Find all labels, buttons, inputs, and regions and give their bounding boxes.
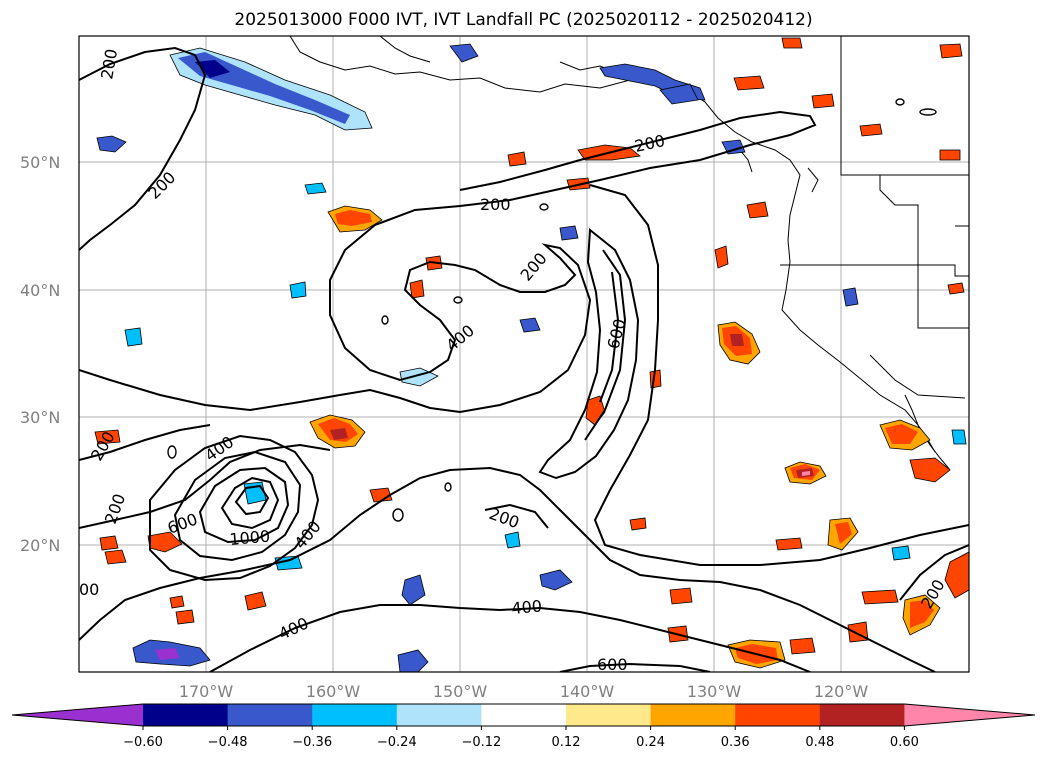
colorbar-tick-label: −0.60 bbox=[123, 735, 163, 750]
map-background bbox=[79, 36, 969, 672]
contour-label: 1000 bbox=[229, 527, 271, 549]
ivt-contours bbox=[79, 46, 969, 672]
colorbar-tick-label: −0.12 bbox=[461, 735, 501, 750]
colorbar-extend-max bbox=[904, 704, 1035, 726]
lon-label-140w: 140°W bbox=[560, 682, 615, 701]
longitude-labels: 170°W 160°W 150°W 140°W 130°W 120°W bbox=[179, 682, 869, 701]
colorbar-tick-label: 0.12 bbox=[552, 735, 581, 750]
colorbar-tick-label: −0.24 bbox=[377, 735, 417, 750]
map-title: 2025013000 F000 IVT, IVT Landfall PC (20… bbox=[234, 10, 813, 30]
colorbar-tick-label: −0.36 bbox=[292, 735, 332, 750]
colorbar-segment bbox=[819, 704, 905, 726]
colorbar-tick-label: −0.48 bbox=[208, 735, 248, 750]
colorbar-segment bbox=[143, 704, 229, 726]
colorbar-tick-label: 0.48 bbox=[805, 735, 834, 750]
colorbar-tick-label: 0.36 bbox=[721, 735, 750, 750]
colorbar-segment bbox=[735, 704, 821, 726]
lat-label-30n: 30°N bbox=[20, 408, 60, 427]
colorbar-segment bbox=[396, 704, 482, 726]
lon-label-130w: 130°W bbox=[687, 682, 742, 701]
colorbar-extend-min bbox=[12, 704, 143, 726]
colorbar-segment bbox=[312, 704, 398, 726]
colorbar-tick-label: 0.60 bbox=[890, 735, 919, 750]
map-frame bbox=[78, 35, 970, 673]
colorbar-tick-label: 0.24 bbox=[636, 735, 665, 750]
contour-label: 400 bbox=[511, 596, 543, 618]
lat-label-20n: 20°N bbox=[20, 536, 60, 555]
latitude-labels: 50°N 40°N 30°N 20°N bbox=[20, 153, 60, 555]
lon-label-170w: 170°W bbox=[179, 682, 234, 701]
colorbar: −0.60 −0.48 −0.36 −0.24 −0.12 0.12 0.24 0.36 0.4… bbox=[11, 703, 1036, 750]
colorbar-segment bbox=[481, 704, 567, 726]
lon-label-120w: 120°W bbox=[814, 682, 869, 701]
lon-label-160w: 160°W bbox=[306, 682, 361, 701]
colorbar-segment bbox=[566, 704, 652, 726]
lon-label-150w: 150°W bbox=[433, 682, 488, 701]
contour-label: 200 bbox=[480, 195, 511, 214]
contour-label: 600 bbox=[597, 655, 628, 674]
small-contours bbox=[167, 98, 937, 522]
contour-label: 00 bbox=[79, 580, 99, 599]
positive-pc-shading bbox=[94, 37, 969, 669]
colorbar-segment bbox=[227, 704, 313, 726]
negative-pc-shading bbox=[96, 43, 967, 672]
colorbar-segment bbox=[650, 704, 736, 726]
lat-label-40n: 40°N bbox=[20, 281, 60, 300]
lat-label-50n: 50°N bbox=[20, 153, 60, 172]
